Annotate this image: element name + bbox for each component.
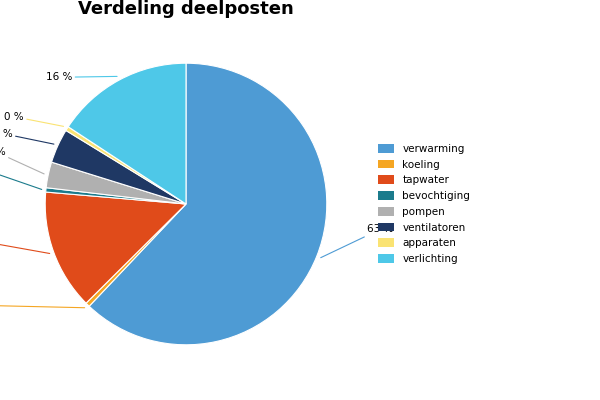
Wedge shape [68,63,186,204]
Legend: verwarming, koeling, tapwater, bevochtiging, pompen, ventilatoren, apparaten, ve: verwarming, koeling, tapwater, bevochtig… [374,140,475,268]
Title: Verdeling deelposten: Verdeling deelposten [78,0,294,18]
Wedge shape [86,204,186,306]
Wedge shape [89,63,327,345]
Wedge shape [46,162,186,204]
Wedge shape [66,127,186,204]
Text: 4 %: 4 % [0,129,54,144]
Text: 16 %: 16 % [46,72,117,82]
Text: 0 %: 0 % [0,300,85,310]
Text: 14 %: 14 % [0,236,50,254]
Text: 0 %: 0 % [4,112,64,126]
Text: 0 %: 0 % [0,165,42,190]
Wedge shape [52,130,186,204]
Wedge shape [45,192,186,303]
Text: 63 %: 63 % [321,224,394,258]
Wedge shape [46,188,186,204]
Text: 3 %: 3 % [0,147,44,174]
